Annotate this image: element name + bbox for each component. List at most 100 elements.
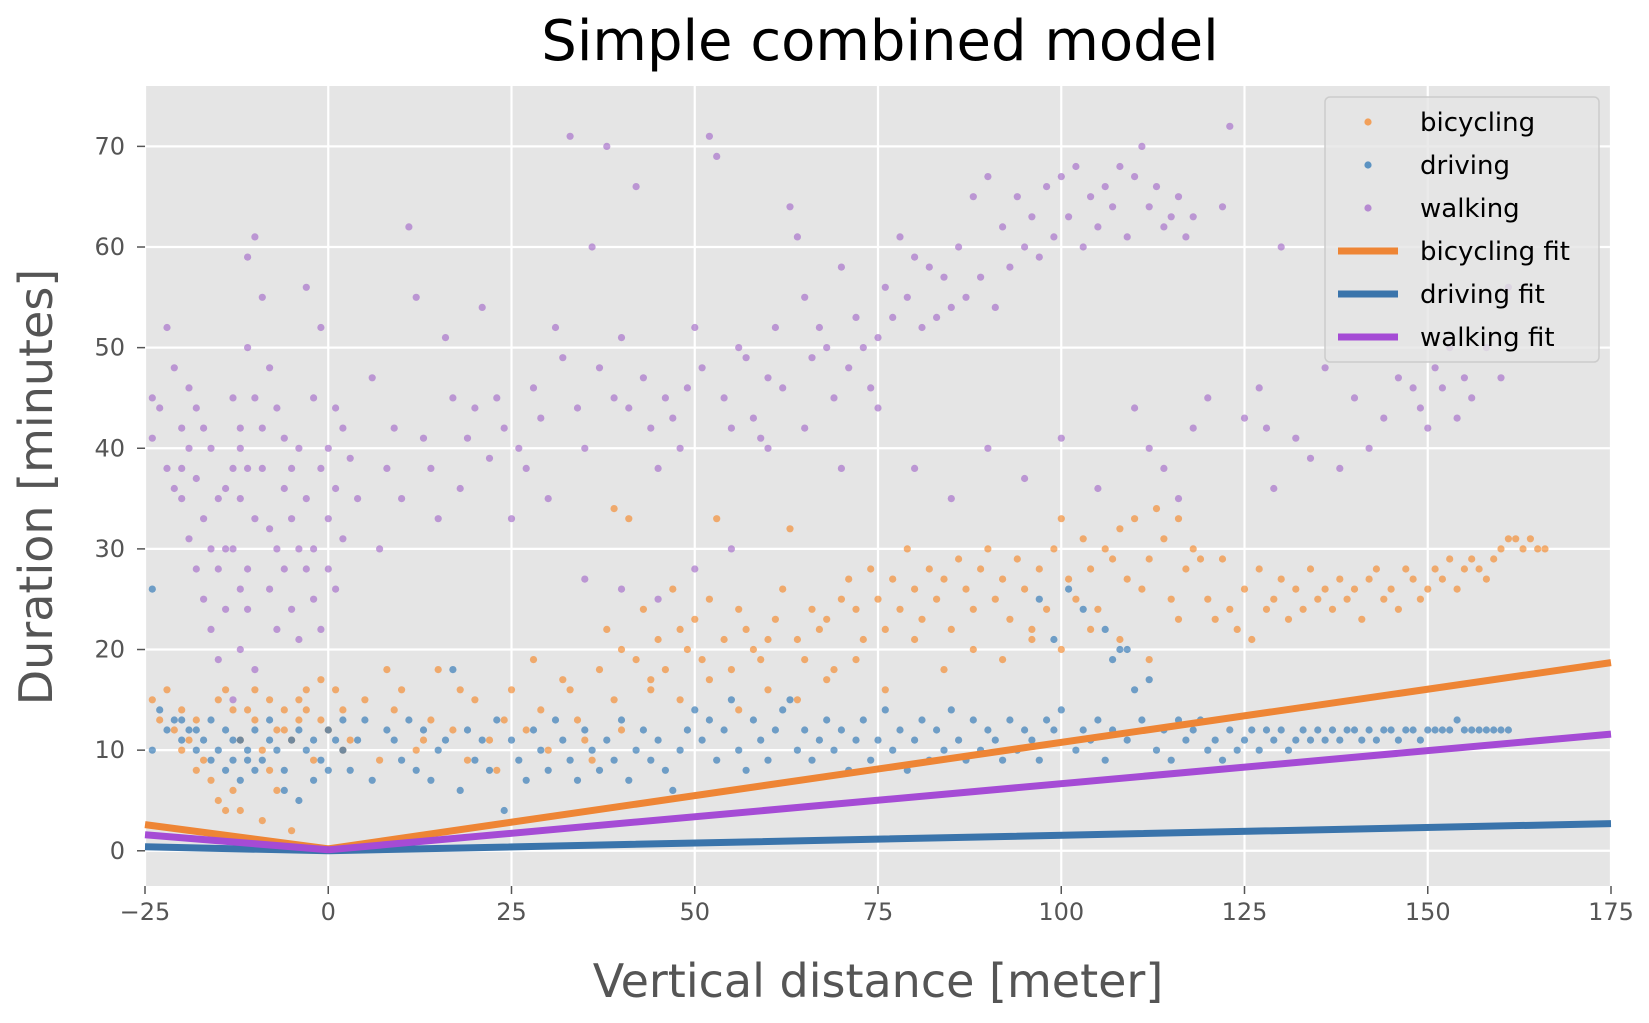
- driving-point: [1021, 726, 1029, 734]
- driving-point: [749, 716, 758, 724]
- walking-point: [339, 424, 347, 432]
- driving-point: [669, 786, 677, 795]
- bicycling-point: [522, 726, 530, 734]
- bicycling-point: [1497, 545, 1505, 553]
- driving-point: [610, 756, 618, 764]
- walking-point: [192, 404, 200, 412]
- bicycling-point: [683, 645, 692, 654]
- bicycling-point: [537, 706, 545, 714]
- bicycling-point: [896, 605, 904, 613]
- driving-point: [310, 736, 318, 744]
- walking-point: [170, 364, 178, 372]
- bicycling-point: [412, 746, 420, 754]
- walking-point: [1167, 213, 1175, 221]
- walking-point: [295, 444, 303, 452]
- bicycling-point: [984, 545, 992, 553]
- bicycling-point: [823, 676, 831, 684]
- walking-point: [178, 424, 186, 432]
- driving-point: [478, 736, 486, 744]
- walking-point: [874, 334, 882, 342]
- driving-point: [764, 756, 772, 764]
- driving-point: [170, 716, 178, 724]
- driving-point: [573, 776, 582, 784]
- driving-point: [632, 746, 640, 754]
- bicycling-point: [962, 585, 970, 593]
- driving-point: [383, 726, 391, 734]
- bicycling-point: [251, 686, 259, 694]
- walking-point: [200, 595, 208, 603]
- walking-point: [1145, 444, 1153, 452]
- driving-point: [346, 766, 354, 774]
- walking-point: [1204, 394, 1212, 402]
- walking-point: [485, 454, 494, 462]
- bicycling-point: [867, 565, 875, 573]
- bicycling-point: [485, 736, 494, 744]
- walking-point: [1424, 424, 1432, 432]
- walking-point: [632, 183, 640, 191]
- legend-label-walking: walking: [1420, 194, 1520, 224]
- legend-marker-walking: [1364, 204, 1372, 212]
- driving-point: [735, 746, 743, 754]
- bicycling-point: [903, 545, 911, 553]
- walking-point: [332, 484, 340, 493]
- driving-point: [984, 726, 992, 734]
- bicycling-point: [925, 565, 933, 573]
- walking-point: [1116, 162, 1124, 171]
- bicycling-point: [977, 565, 985, 573]
- bicycling-point: [317, 716, 325, 724]
- walking-point: [317, 323, 325, 332]
- walking-point: [1035, 253, 1043, 261]
- driving-point: [434, 746, 442, 754]
- walking-point: [332, 404, 340, 412]
- driving-point: [405, 716, 413, 724]
- legend-entries: bicycling driving walking bicycling fit driv…: [1338, 108, 1570, 353]
- driving-point: [1065, 585, 1073, 593]
- bicycling-point: [1314, 595, 1322, 603]
- driving-point: [1387, 726, 1395, 734]
- walking-point: [222, 605, 230, 613]
- driving-point: [537, 746, 545, 754]
- walking-point: [427, 464, 435, 472]
- walking-point: [727, 545, 736, 553]
- driving-point: [266, 716, 274, 724]
- driving-point: [683, 726, 692, 734]
- walking-point: [244, 344, 252, 352]
- bicycling-point: [207, 776, 215, 784]
- bicycling-point: [427, 716, 435, 724]
- bicycling-point: [332, 686, 340, 694]
- walking-point: [266, 585, 274, 593]
- bicycling-point: [1416, 595, 1424, 603]
- driving-point: [786, 696, 794, 704]
- walking-point: [463, 434, 472, 442]
- bicycling-point: [1043, 605, 1051, 613]
- walking-point: [903, 293, 911, 301]
- walking-point: [1152, 183, 1161, 191]
- bicycling-point: [1079, 535, 1087, 543]
- driving-point: [1482, 726, 1490, 734]
- walking-point: [1277, 243, 1285, 251]
- bicycling-point: [273, 726, 281, 734]
- driving-point: [1050, 635, 1058, 644]
- walking-point: [1160, 223, 1168, 231]
- driving-point: [559, 736, 567, 744]
- bicycling-point: [1167, 595, 1175, 603]
- driving-point: [1394, 736, 1402, 744]
- walking-point: [1226, 122, 1234, 130]
- bicycling-point: [735, 605, 743, 613]
- walking-point: [178, 464, 186, 472]
- driving-point: [654, 736, 662, 744]
- walking-point: [933, 313, 941, 321]
- walking-point: [859, 344, 867, 352]
- walking-point: [456, 484, 464, 493]
- walking-point: [1094, 484, 1102, 493]
- bicycling-point: [749, 645, 758, 654]
- driving-point: [280, 786, 288, 795]
- bicycling-point: [830, 666, 838, 674]
- bicycling-point: [793, 635, 802, 644]
- walking-point: [200, 515, 208, 523]
- bicycling-point: [1409, 575, 1417, 583]
- x-tick-label: 125: [1222, 898, 1268, 926]
- bicycling-point: [258, 817, 266, 825]
- bicycling-point: [947, 625, 955, 634]
- walking-point: [1468, 394, 1476, 402]
